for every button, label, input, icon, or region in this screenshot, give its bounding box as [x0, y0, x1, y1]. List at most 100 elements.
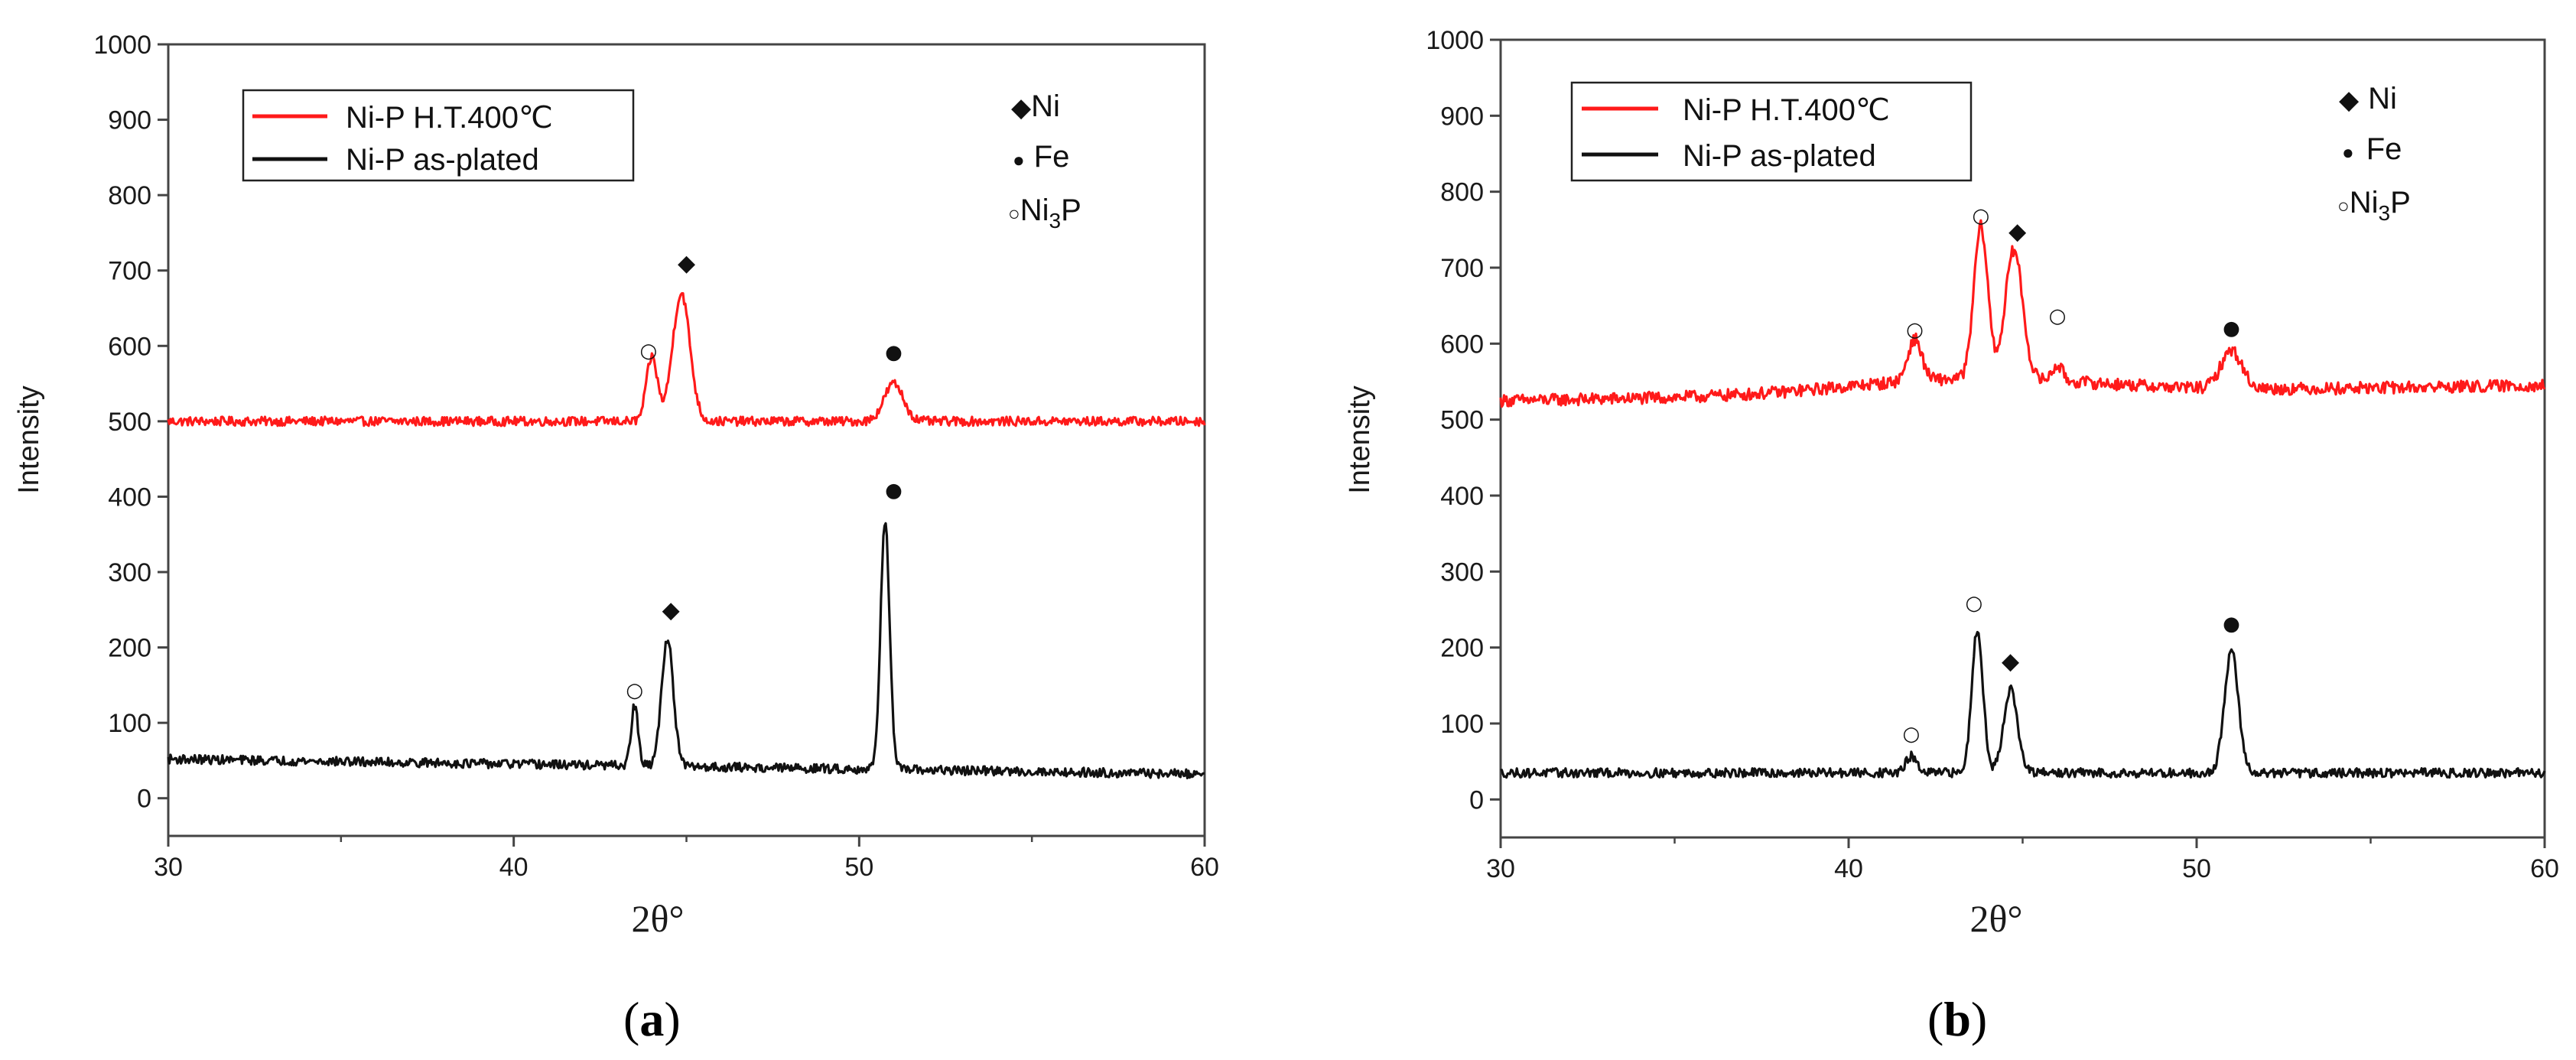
- y-tick-label: 0: [137, 785, 151, 814]
- x-axis-label: 2θ°: [1970, 897, 2023, 940]
- phase-legend-ni: ◆ Ni: [2339, 82, 2397, 115]
- phase-legend-ni3p-sub: 3: [2379, 201, 2391, 225]
- peak-marker-ni3p: ○: [1973, 204, 1990, 227]
- peak-marker-ni3p: ○: [639, 340, 657, 363]
- dot-icon: ●: [2342, 141, 2354, 164]
- x-tick-label: 40: [499, 853, 529, 882]
- series-line-as-plated: [167, 522, 1205, 779]
- x-ticks: 30 40 50 60: [154, 836, 1219, 882]
- y-tick-label: 400: [108, 483, 151, 512]
- panel-b: 0 100 200 300 400 500 600 700 800 900 1000 30 40 50 6…: [1344, 26, 2559, 1046]
- phase-legend-ni3p-after: P: [1061, 193, 1081, 227]
- peak-marker-fe: ●: [885, 480, 903, 502]
- phase-marker-legend: ◆Ni ●Fe ○Ni3P: [2337, 82, 2411, 225]
- series-line-as-plated: [1500, 630, 2546, 779]
- peak-marker-ni: ◆: [2002, 649, 2019, 675]
- phase-legend-ni3p-label: Ni: [1020, 193, 1049, 227]
- caption-close: ): [664, 992, 680, 1046]
- series-legend: Ni-P H.T.400℃ Ni-P as-plated: [1570, 81, 1973, 182]
- y-tick-label: 800: [108, 181, 151, 210]
- diamond-icon: ◆: [2339, 86, 2360, 115]
- caption-open: (: [1927, 992, 1943, 1046]
- y-tick-label: 600: [108, 332, 151, 361]
- panel-a: 0 100 200 300 400 500 600 700 800 900 1000 30 40 50 6…: [13, 31, 1219, 1046]
- y-axis-label: Intensity: [13, 385, 45, 494]
- peak-marker-ni3p: ○: [1906, 318, 1924, 341]
- phase-legend-ni3p-sub: 3: [1049, 209, 1062, 232]
- x-ticks: 30 40 50 60: [1486, 837, 2559, 883]
- y-tick-label: 300: [108, 558, 151, 587]
- phase-legend-ni3p: ○Ni3P: [1008, 193, 1081, 232]
- peak-marker-ni: ◆: [662, 597, 680, 623]
- legend-box: [242, 89, 635, 182]
- peak-marker-ni3p: ○: [1903, 723, 1921, 746]
- series-group: [1499, 219, 2546, 779]
- x-tick-label: 60: [2530, 854, 2559, 883]
- y-tick-label: 400: [1440, 482, 1484, 511]
- y-tick-label: 100: [108, 709, 151, 738]
- caption-close: ): [1971, 992, 1987, 1046]
- legend-label-heat-treated: Ni-P H.T.400℃: [1683, 93, 1890, 127]
- peak-marker-ni3p: ○: [2049, 305, 2067, 328]
- x-tick-label: 30: [1486, 854, 1515, 883]
- phase-marker-legend: ◆Ni ●Fe ○Ni3P: [1008, 89, 1081, 232]
- peak-marker-ni3p: ○: [1965, 592, 1982, 615]
- series-line-heat-treated: [167, 292, 1206, 428]
- y-tick-label: 100: [1440, 710, 1484, 739]
- y-tick-label: 500: [1440, 406, 1484, 435]
- y-axis-label: Intensity: [1344, 385, 1376, 494]
- caption-open: (: [623, 992, 639, 1046]
- peak-marker-fe: ●: [885, 341, 903, 364]
- phase-legend-ni3p: ○Ni3P: [2337, 186, 2411, 225]
- y-tick-label: 900: [108, 106, 151, 135]
- peak-marker-ni3p: ○: [626, 679, 643, 702]
- y-tick-label: 300: [1440, 558, 1484, 587]
- peak-annotations: ◆ ○ ● ● ◆ ○: [626, 250, 902, 702]
- y-tick-label: 500: [108, 408, 151, 437]
- y-tick-label: 200: [1440, 634, 1484, 663]
- panel-caption: (b): [1927, 992, 1987, 1046]
- phase-legend-fe-label: Fe: [1034, 140, 1070, 174]
- y-tick-label: 900: [1440, 102, 1484, 131]
- y-ticks: 0 100 200 300 400 500 600 700 800 900 1000: [93, 31, 168, 814]
- phase-legend-ni-label: Ni: [2368, 82, 2397, 115]
- peak-marker-ni: ◆: [2008, 218, 2026, 245]
- caption-letter: b: [1943, 992, 1971, 1046]
- circle-icon: ○: [1008, 202, 1020, 225]
- peak-annotations: ○ ◆ ○ ○ ● ○ ◆ ● ○: [1903, 204, 2240, 745]
- phase-legend-ni3p-label: Ni: [2350, 186, 2379, 219]
- peak-marker-fe: ●: [2223, 613, 2240, 636]
- x-axis-label: 2θ°: [632, 897, 685, 940]
- phase-legend-fe: ● Fe: [2342, 132, 2402, 166]
- y-tick-label: 200: [108, 634, 151, 663]
- dot-icon: ●: [1013, 148, 1025, 171]
- phase-legend-ni-label: Ni: [1031, 89, 1060, 123]
- phase-legend-fe: ● Fe: [1013, 140, 1069, 174]
- series-legend: Ni-P H.T.400℃ Ni-P as-plated: [242, 89, 635, 182]
- phase-legend-ni3p-after: P: [2390, 186, 2411, 219]
- peak-marker-ni: ◆: [678, 250, 695, 277]
- x-tick-label: 40: [1834, 854, 1863, 883]
- phase-legend-fe-label: Fe: [2366, 132, 2402, 166]
- y-tick-label: 0: [1469, 785, 1484, 815]
- caption-letter: a: [639, 992, 664, 1046]
- y-tick-label: 700: [1440, 254, 1484, 283]
- circle-icon: ○: [2337, 194, 2350, 217]
- legend-label-as-plated: Ni-P as-plated: [346, 143, 539, 177]
- x-tick-label: 60: [1190, 853, 1219, 882]
- x-tick-label: 30: [154, 853, 183, 882]
- y-tick-label: 800: [1440, 178, 1484, 207]
- series-group: [167, 292, 1206, 779]
- panel-caption: (a): [623, 992, 681, 1046]
- x-tick-label: 50: [844, 853, 873, 882]
- y-tick-label: 1000: [93, 31, 151, 60]
- legend-label-heat-treated: Ni-P H.T.400℃: [346, 101, 553, 135]
- series-line-heat-treated: [1499, 219, 2546, 408]
- peak-marker-fe: ●: [2223, 317, 2240, 340]
- x-tick-label: 50: [2182, 854, 2211, 883]
- diamond-icon: ◆: [1011, 93, 1032, 122]
- phase-legend-ni: ◆Ni: [1011, 89, 1060, 123]
- legend-label-as-plated: Ni-P as-plated: [1683, 139, 1876, 173]
- y-tick-label: 700: [108, 257, 151, 286]
